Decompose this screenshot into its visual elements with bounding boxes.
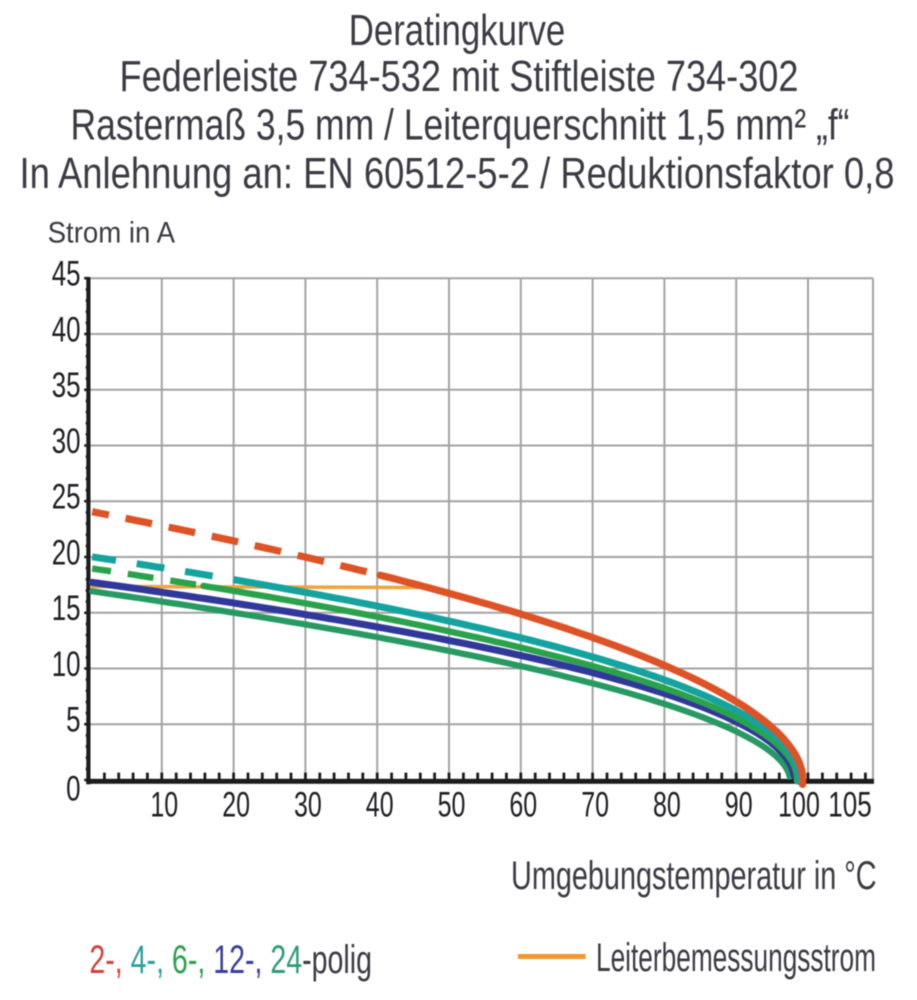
svg-text:90: 90 <box>725 785 753 824</box>
svg-text:45: 45 <box>52 255 81 294</box>
svg-text:100: 100 <box>778 785 820 824</box>
svg-text:Strom in A: Strom in A <box>48 216 175 249</box>
svg-text:20: 20 <box>52 533 81 572</box>
svg-text:40: 40 <box>52 310 81 349</box>
svg-text:Rastermaß 3,5 mm / Leiterquers: Rastermaß 3,5 mm / Leiterquerschnitt 1,5… <box>71 101 850 150</box>
svg-text:50: 50 <box>438 785 466 824</box>
svg-text:25: 25 <box>52 478 81 517</box>
svg-text:In Anlehnung an: EN 60512-5-2: In Anlehnung an: EN 60512-5-2 / Reduktio… <box>20 149 895 198</box>
svg-text:Deratingkurve: Deratingkurve <box>349 6 566 55</box>
svg-text:30: 30 <box>52 422 81 461</box>
svg-text:35: 35 <box>52 366 81 405</box>
svg-text:40: 40 <box>366 785 394 824</box>
svg-text:105: 105 <box>828 785 872 824</box>
svg-text:30: 30 <box>294 785 322 824</box>
svg-text:70: 70 <box>581 785 609 824</box>
svg-text:2-, 4-, 6-, 12-, 24-polig: 2-, 4-, 6-, 12-, 24-polig <box>89 938 372 982</box>
svg-text:60: 60 <box>509 785 537 824</box>
svg-text:80: 80 <box>653 785 681 824</box>
svg-text:Federleiste 734-532 mit Stiftl: Federleiste 734-532 mit Stiftleiste 734-… <box>120 52 799 101</box>
svg-text:5: 5 <box>66 701 80 740</box>
svg-text:10: 10 <box>52 645 81 684</box>
svg-text:0: 0 <box>66 769 80 808</box>
svg-text:Umgebungstemperatur in °C: Umgebungstemperatur in °C <box>511 854 877 898</box>
svg-text:20: 20 <box>222 785 250 824</box>
svg-text:15: 15 <box>52 589 81 628</box>
svg-text:10: 10 <box>150 785 178 824</box>
svg-text:Leiterbemessungsstrom: Leiterbemessungsstrom <box>596 936 876 980</box>
